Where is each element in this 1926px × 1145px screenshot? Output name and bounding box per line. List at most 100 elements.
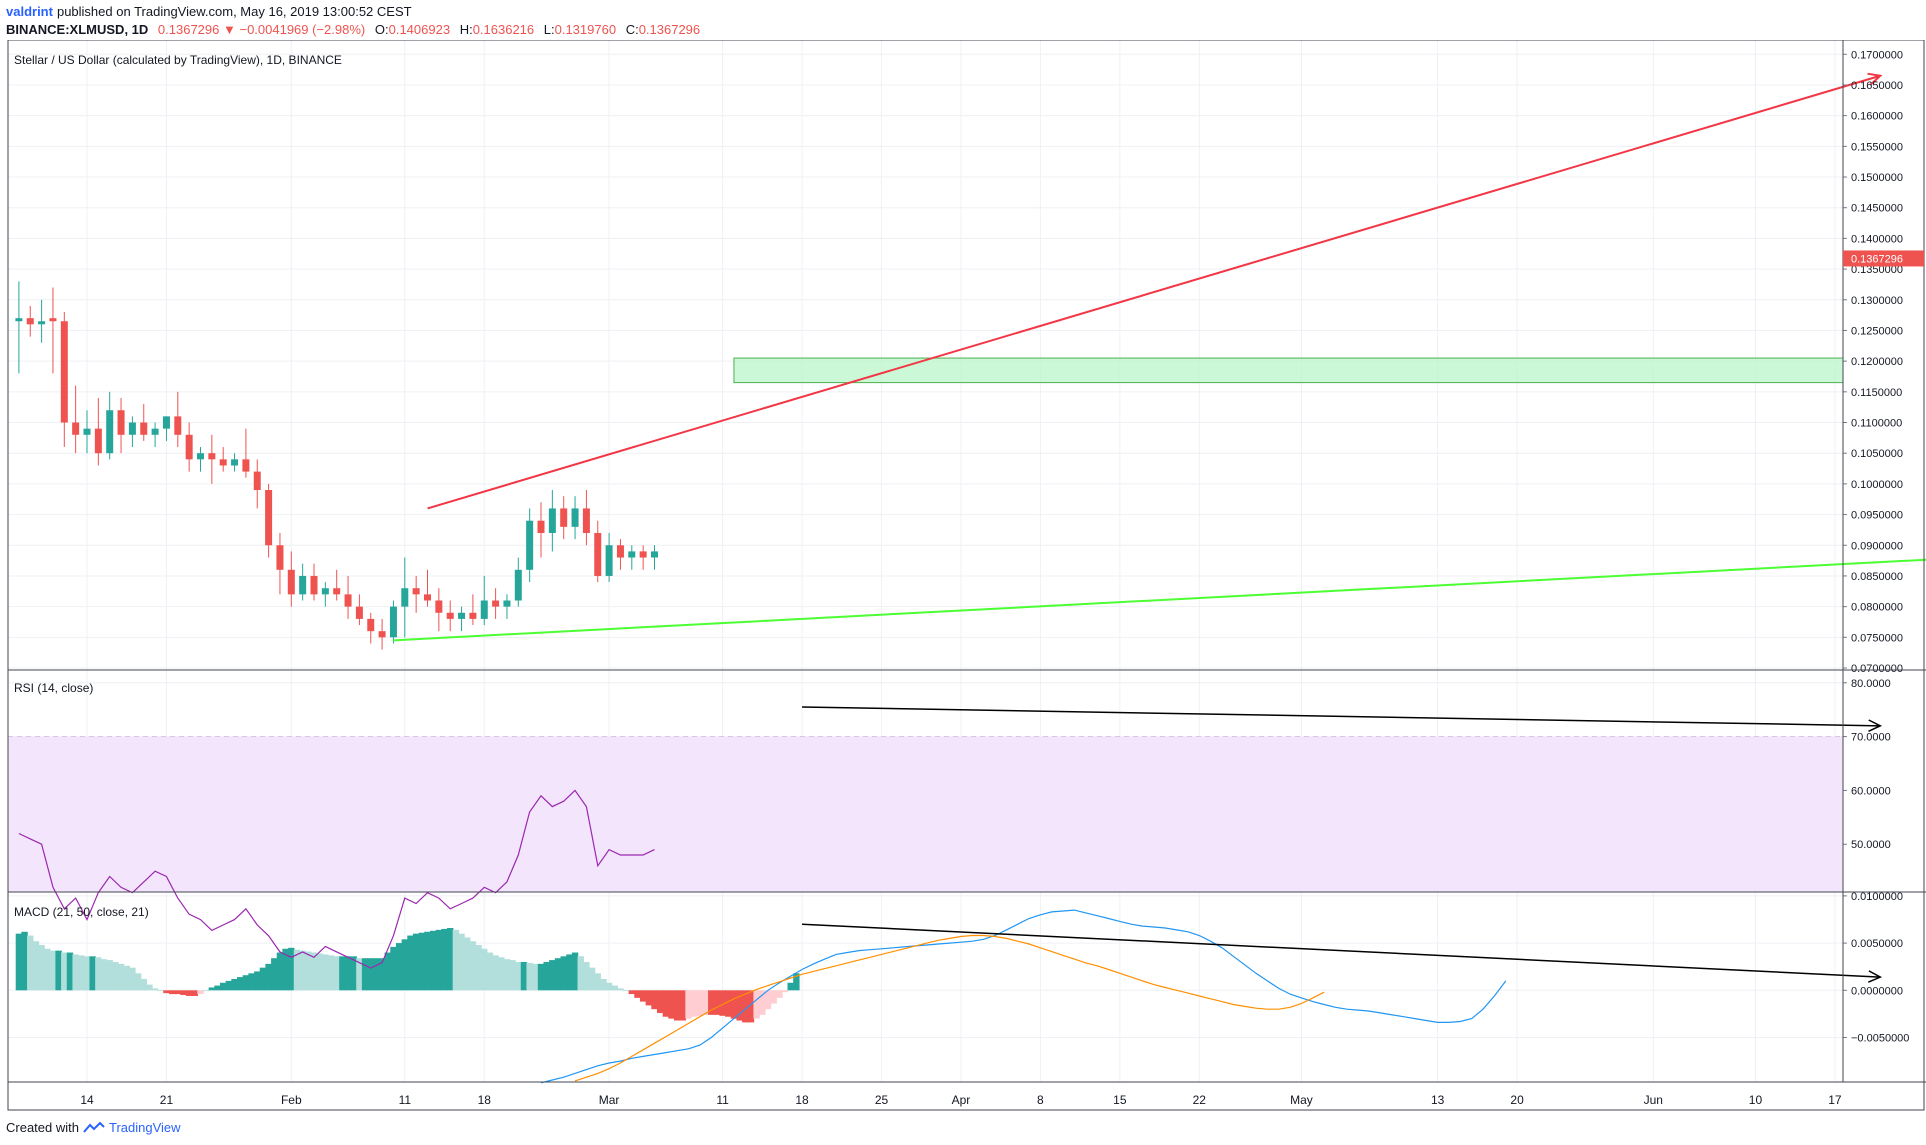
high-label: H: xyxy=(459,22,473,37)
supply-zone xyxy=(733,357,1844,384)
candle xyxy=(276,545,284,570)
candle xyxy=(265,490,273,546)
macd-hist-bar xyxy=(571,952,579,991)
rsi-y-tick-2: 60.0000 xyxy=(1851,785,1891,797)
macd-hist-bar xyxy=(418,932,426,991)
support-trendline xyxy=(393,558,1926,642)
macd-hist-bar xyxy=(95,957,102,991)
macd-hist-bar xyxy=(685,990,692,1019)
candle xyxy=(242,459,250,472)
candle xyxy=(197,453,204,460)
macd-hist-bar xyxy=(719,990,726,1016)
x-tick-label-5: Mar xyxy=(599,1093,620,1107)
rsi-y-tick-1: 70.0000 xyxy=(1851,732,1891,744)
candle xyxy=(333,588,341,595)
macd-hist-bar xyxy=(424,931,431,991)
macd-hist-bar xyxy=(259,967,267,991)
macd-hist-bar xyxy=(271,958,278,991)
x-tick-label-9: Apr xyxy=(952,1093,971,1107)
macd-hist-bar xyxy=(38,944,45,991)
macd-hist-bar xyxy=(327,955,335,991)
macd-hist-bar xyxy=(83,956,91,991)
price-y-tick-13: 0.1050000 xyxy=(1851,448,1903,460)
price-y-tick-7: 0.1350000 xyxy=(1851,264,1903,276)
macd-hist-bar xyxy=(639,990,647,1002)
ohlc-legend: BINANCE:XLMUSD, 1D 0.1367296 ▼ −0.004196… xyxy=(6,22,700,37)
candle xyxy=(424,594,431,601)
candle xyxy=(117,410,125,435)
macd-hist-bar xyxy=(248,973,255,991)
macd-hist-bar xyxy=(265,963,272,991)
price-change: ▼ −0.0041969 (−2.98%) xyxy=(223,22,366,37)
indicator-lines xyxy=(18,789,1507,1084)
macd-hist-bar xyxy=(447,927,454,991)
macd-hist-bar xyxy=(429,930,437,991)
candle xyxy=(628,551,636,558)
macd-hist-bar xyxy=(617,988,624,991)
macd-hist-bar xyxy=(288,947,295,991)
open-label: O: xyxy=(374,22,389,37)
macd-hist-bar xyxy=(185,990,193,996)
macd-hist-bar xyxy=(384,952,391,991)
macd-hist-bar xyxy=(674,990,681,1021)
macd-hist-bar xyxy=(117,963,125,991)
macd-line xyxy=(540,909,1507,1084)
macd-hist-bar xyxy=(44,948,51,991)
macd-hist-bar xyxy=(254,971,261,991)
macd-hist-bar xyxy=(747,990,755,1023)
macd-hist-bar xyxy=(645,990,653,1006)
macd-hist-bar xyxy=(350,956,357,991)
price-pane-title: Stellar / US Dollar (calculated by Tradi… xyxy=(14,53,342,67)
macd-hist-bar xyxy=(526,962,533,991)
macd-hist-bar xyxy=(378,958,386,991)
price-y-tick-4: 0.1500000 xyxy=(1851,172,1903,184)
candle xyxy=(412,588,420,595)
author-link[interactable]: valdrint xyxy=(6,4,53,19)
macd-hist-bar xyxy=(770,990,777,1004)
macd-hist-bar xyxy=(373,958,380,991)
x-tick-label-14: 13 xyxy=(1431,1093,1445,1107)
macd-hist-bar xyxy=(753,990,760,1019)
macd-hist-bar xyxy=(367,958,374,991)
macd-hist-bar xyxy=(696,990,704,1016)
macd-hist-bar xyxy=(316,953,323,991)
last-price-marker xyxy=(1843,250,1924,267)
chart-canvas[interactable]: 14 21 Feb 11 18 Mar 11 18 25 Apr 8 15 22 May 13 20 Jun 10… xyxy=(0,40,1926,1112)
macd-hist-bar xyxy=(140,978,147,991)
price-y-tick-0: 0.1700000 xyxy=(1851,49,1903,61)
macd-hist-bar xyxy=(668,990,675,1019)
candle xyxy=(310,575,318,595)
candle xyxy=(537,520,545,533)
macd-hist-bar xyxy=(395,943,403,991)
macd-hist-bar xyxy=(220,982,227,991)
close-value: 0.1367296 xyxy=(638,22,701,37)
publish-header: valdrint published on TradingView.com, Ma… xyxy=(0,0,1926,40)
candle xyxy=(548,508,556,533)
macd-hist-bar xyxy=(583,961,590,991)
x-tick-label-1: 21 xyxy=(160,1093,174,1107)
macd-hist-bar xyxy=(554,958,562,991)
macd-hist-bar xyxy=(106,960,113,991)
macd-histogram xyxy=(15,927,800,1023)
tradingview-brand[interactable]: TradingView xyxy=(108,1120,181,1135)
macd-hist-bar xyxy=(458,933,465,991)
created-with-text: Created with xyxy=(6,1120,79,1135)
high-value: 0.1636216 xyxy=(472,22,535,37)
candle xyxy=(526,520,534,570)
candle xyxy=(299,575,307,595)
candle xyxy=(344,594,352,607)
price-candles xyxy=(15,281,658,650)
macd-hist-bar xyxy=(725,990,732,1017)
candle xyxy=(514,569,522,601)
candle xyxy=(94,428,102,454)
price-y-tick-6: 0.1400000 xyxy=(1851,233,1903,245)
macd-hist-bar xyxy=(225,980,233,991)
macd-hist-bar xyxy=(435,929,443,991)
macd-hist-bar xyxy=(566,954,573,991)
publish-info: valdrint published on TradingView.com, Ma… xyxy=(6,4,412,19)
macd-hist-bar xyxy=(322,954,329,991)
x-tick-label-12: 22 xyxy=(1193,1093,1207,1107)
candle xyxy=(321,588,329,595)
price-y-tick-18: 0.0800000 xyxy=(1851,602,1903,614)
rsi-band xyxy=(8,736,1843,892)
